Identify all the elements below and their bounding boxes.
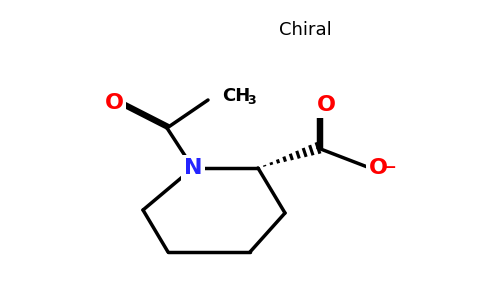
Text: O: O (105, 93, 123, 113)
Text: 3: 3 (247, 94, 256, 107)
Text: Chiral: Chiral (279, 21, 332, 39)
Text: O: O (317, 95, 335, 115)
Text: −: − (384, 160, 396, 175)
Text: CH: CH (222, 87, 250, 105)
Text: O: O (368, 158, 388, 178)
Text: N: N (184, 158, 202, 178)
